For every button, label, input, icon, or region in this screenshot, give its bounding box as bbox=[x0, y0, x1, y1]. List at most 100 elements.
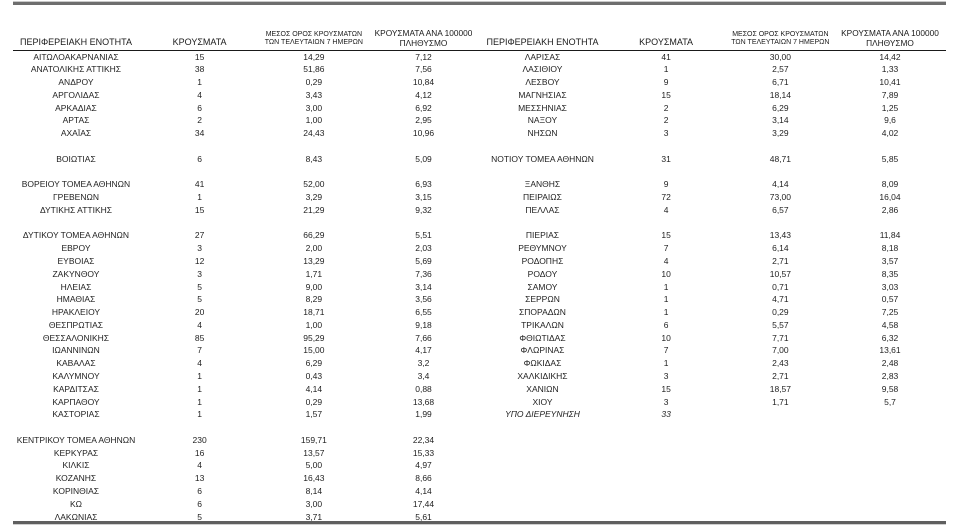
per-100k-cell: 2,48 bbox=[881, 358, 899, 369]
cases-cell: 3 bbox=[663, 370, 669, 381]
cases-cell bbox=[139, 217, 260, 230]
per-100k-cell: 14,42 bbox=[879, 51, 901, 62]
avg-7day-cell: 3,14 bbox=[772, 115, 789, 126]
per-100k-cell: 4,02 bbox=[881, 128, 899, 139]
cases-cell: 4 bbox=[197, 460, 202, 471]
per-100k-cell bbox=[834, 485, 946, 498]
header-region: ΠΕΡΙΦΕΡΕΙΑΚΗ ΕΝΟΤΗΤΑ bbox=[479, 5, 606, 51]
avg-7day-cell: 66,29 bbox=[303, 230, 325, 241]
cases-cell: 5 bbox=[197, 511, 202, 522]
per-100k-cell bbox=[834, 421, 946, 434]
cases-cell: 1 bbox=[197, 192, 202, 203]
region-name-cell: ΚΑΡΔΙΤΣΑΣ bbox=[53, 383, 99, 394]
cases-cell bbox=[605, 447, 726, 460]
avg-7day-cell: 4,14 bbox=[772, 179, 789, 190]
table-row: ΤΡΙΚΑΛΩΝ 6 5,57 4,58 bbox=[480, 319, 947, 332]
per-100k-cell: 13,68 bbox=[412, 396, 435, 407]
avg-7day-cell: 2,71 bbox=[772, 370, 789, 381]
per-100k-cell: 22,34 bbox=[412, 434, 435, 445]
per-100k-cell: 5,7 bbox=[884, 396, 896, 407]
table-row: ΗΡΑΚΛΕΙΟΥ 20 18,71 6,55 bbox=[13, 306, 480, 319]
per-100k-cell: 9,6 bbox=[884, 115, 896, 126]
avg-7day-cell: 30,00 bbox=[769, 51, 792, 62]
avg-7day-cell bbox=[260, 217, 367, 230]
header-region-label: ΠΕΡΙΦΕΡΕΙΑΚΗ ΕΝΟΤΗΤΑ bbox=[19, 36, 132, 47]
per-100k-cell: 10,84 bbox=[412, 77, 435, 88]
region-name-cell: ΚΕΝΤΡΙΚΟΥ ΤΟΜΕΑ ΑΘΗΝΩΝ bbox=[16, 434, 136, 445]
region-name-cell: ΝΟΤΙΟΥ ΤΟΜΕΑ ΑΘΗΝΩΝ bbox=[491, 153, 594, 164]
region-name-cell: ΣΠΟΡΑΔΩΝ bbox=[519, 307, 566, 318]
per-100k-cell: 7,89 bbox=[881, 89, 899, 100]
avg-7day-cell bbox=[727, 485, 834, 498]
region-name-cell: ΒΟΙΩΤΙΑΣ bbox=[56, 153, 96, 164]
avg-7day-cell bbox=[727, 498, 834, 511]
avg-7day-cell bbox=[260, 166, 367, 179]
per-100k-cell bbox=[834, 408, 946, 421]
per-100k-cell: 3,57 bbox=[881, 255, 899, 266]
region-name-cell: ΘΕΣΣΑΛΟΝΙΚΗΣ bbox=[42, 332, 110, 343]
cases-cell: 1 bbox=[663, 281, 669, 292]
region-name-cell: ΗΛΕΙΑΣ bbox=[60, 281, 92, 292]
avg-7day-cell: 3,00 bbox=[305, 102, 323, 113]
per-100k-cell: 6,92 bbox=[415, 102, 432, 113]
cases-cell: 4 bbox=[197, 89, 202, 100]
table-row: ΔΥΤΙΚΗΣ ΑΤΤΙΚΗΣ 15 21,29 9,32 bbox=[13, 204, 480, 217]
per-100k-cell: 4,12 bbox=[415, 89, 432, 100]
table-row: ΚΕΡΚΥΡΑΣ 16 13,57 15,33 bbox=[13, 447, 480, 460]
region-name-cell: ΑΝΑΤΟΛΙΚΗΣ ΑΤΤΙΚΗΣ bbox=[30, 64, 122, 75]
per-100k-cell: 17,44 bbox=[412, 498, 435, 509]
cases-cell: 2 bbox=[663, 102, 669, 113]
avg-7day-cell: 5,00 bbox=[305, 460, 323, 471]
header-avg-7day-line1: ΜΕΣΟΣ ΟΡΟΣ ΚΡΟΥΣΜΑΤΩΝ bbox=[265, 30, 363, 38]
per-100k-cell bbox=[834, 459, 946, 472]
per-100k-cell: 8,18 bbox=[881, 243, 899, 254]
region-name-cell: ΑΡΤΑΣ bbox=[62, 115, 90, 126]
header-avg-7day-line2: ΤΩΝ ΤΕΛΕΥΤΑΙΩΝ 7 ΗΜΕΡΩΝ bbox=[264, 39, 363, 46]
region-name-cell bbox=[480, 434, 606, 447]
per-100k-cell: 3,2 bbox=[417, 358, 430, 369]
per-100k-cell: 3,15 bbox=[415, 192, 432, 203]
cases-cell bbox=[605, 140, 726, 153]
avg-7day-cell bbox=[727, 217, 834, 230]
table-body-right: ΛΑΡΙΣΑΣ 41 30,00 14,42 ΛΑΣΙΘΙΟΥ 1 2,57 1,33 ΛΕΣΒ… bbox=[480, 50, 947, 523]
per-100k-cell: 5,61 bbox=[415, 511, 432, 522]
cases-cell: 2 bbox=[663, 115, 669, 126]
cases-cell: 20 bbox=[194, 307, 205, 318]
region-name-cell: ΘΕΣΠΡΩΤΙΑΣ bbox=[48, 319, 104, 330]
region-name-cell: ΗΜΑΘΙΑΣ bbox=[56, 294, 96, 305]
per-100k-cell: 7,25 bbox=[881, 307, 899, 318]
spacer-row bbox=[13, 217, 480, 230]
region-name-cell: ΗΡΑΚΛΕΙΟΥ bbox=[51, 307, 101, 318]
per-100k-cell: 3,14 bbox=[415, 281, 432, 292]
per-100k-cell: 1,99 bbox=[415, 409, 432, 420]
header-avg-7day-line1: ΜΕΣΟΣ ΟΡΟΣ ΚΡΟΥΣΜΑΤΩΝ bbox=[732, 30, 829, 38]
cases-cell: 5 bbox=[197, 294, 202, 305]
region-name-cell: ΛΑΚΩΝΙΑΣ bbox=[54, 511, 98, 522]
header-per-100k: ΚΡΟΥΣΜΑΤΑ ΑΝΑ 100000 ΠΛΗΘΥΣΜΟ bbox=[834, 5, 946, 51]
per-100k-cell bbox=[368, 166, 480, 179]
per-100k-cell: 4,17 bbox=[415, 345, 432, 356]
spacer-row bbox=[480, 140, 947, 153]
cases-cell: 33 bbox=[661, 409, 671, 420]
table-row: ΦΛΩΡΙΝΑΣ 7 7,00 13,61 bbox=[480, 344, 947, 357]
per-100k-cell bbox=[834, 510, 946, 523]
per-100k-cell bbox=[368, 421, 480, 434]
cases-cell bbox=[605, 472, 726, 485]
table-row: ΑΡΤΑΣ 2 1,00 2,95 bbox=[13, 114, 480, 127]
cases-cell: 15 bbox=[661, 383, 671, 394]
per-100k-cell: 7,12 bbox=[415, 51, 432, 62]
avg-7day-cell: 7,71 bbox=[772, 332, 789, 343]
table-row: ΛΑΡΙΣΑΣ 41 30,00 14,42 bbox=[480, 50, 947, 63]
cases-cell: 16 bbox=[194, 447, 205, 458]
avg-7day-cell: 13,57 bbox=[303, 447, 325, 458]
cases-cell: 230 bbox=[192, 434, 207, 445]
table-row: ΘΕΣΠΡΩΤΙΑΣ 4 1,00 9,18 bbox=[13, 319, 480, 332]
table-row: ΜΑΓΝΗΣΙΑΣ 15 18,14 7,89 bbox=[480, 89, 947, 102]
avg-7day-cell: 52,00 bbox=[303, 179, 325, 190]
region-name-cell: ΒΟΡΕΙΟΥ ΤΟΜΕΑ ΑΘΗΝΩΝ bbox=[21, 179, 131, 190]
avg-7day-cell: 3,00 bbox=[305, 498, 323, 509]
per-100k-cell: 13,61 bbox=[879, 345, 901, 356]
per-100k-cell bbox=[834, 434, 946, 447]
table-row: ΕΥΒΟΙΑΣ 12 13,29 5,69 bbox=[13, 255, 480, 268]
avg-7day-cell: 8,14 bbox=[305, 486, 323, 496]
